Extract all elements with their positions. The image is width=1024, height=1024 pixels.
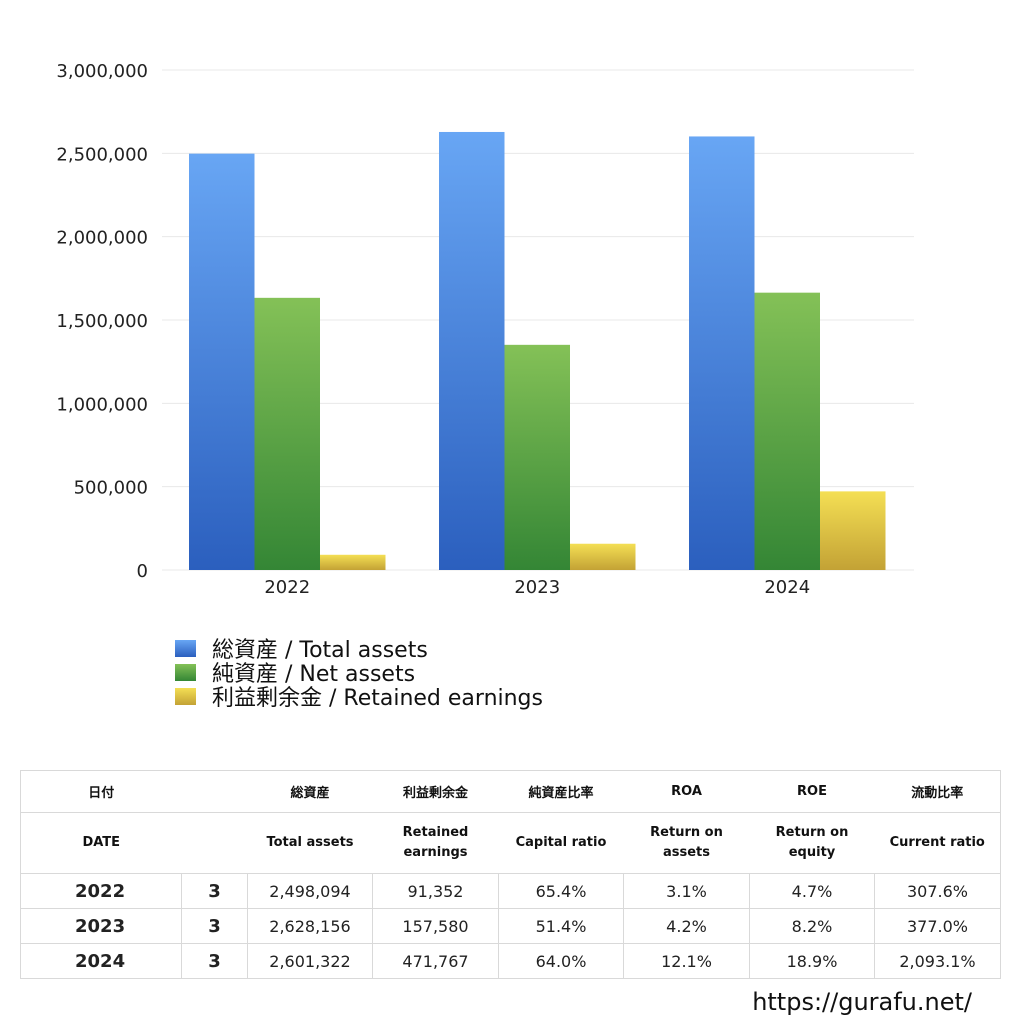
header-capital-ratio-jp: 純資産比率 <box>498 770 624 813</box>
y-tick-label: 3,000,000 <box>56 61 148 82</box>
cell-month: 3 <box>181 943 248 979</box>
site-url: https://gurafu.net/ <box>752 988 972 1016</box>
header-roa-en: Return on assets <box>623 812 750 874</box>
bar-net-assets <box>504 344 570 570</box>
cell-current-ratio: 307.6% <box>874 873 1001 909</box>
legend-item-net-assets: 純資産 / Net assets <box>175 660 543 687</box>
x-tick-label: 2023 <box>514 577 560 598</box>
bar-retained-earnings <box>320 554 386 570</box>
header-total-assets-jp: 総資産 <box>247 770 373 813</box>
x-axis-tick-labels: 2022 2023 2024 <box>264 577 810 598</box>
cell-month: 3 <box>181 873 248 909</box>
header-roe-jp: ROE <box>749 770 875 813</box>
y-tick-label: 1,000,000 <box>56 394 148 415</box>
cell-retained-earnings: 471,767 <box>372 943 499 979</box>
header-current-ratio-en: Current ratio <box>874 812 1001 874</box>
bar-retained-earnings <box>570 543 636 570</box>
cell-roe: 8.2% <box>749 908 875 944</box>
cell-roa: 12.1% <box>623 943 750 979</box>
cell-total-assets: 2,498,094 <box>247 873 373 909</box>
y-axis-tick-labels: 0 500,000 1,000,000 1,500,000 2,000,000 2,500… <box>56 61 148 582</box>
bars <box>189 131 886 570</box>
bar-total-assets <box>689 136 755 570</box>
bar-chart: 0 500,000 1,000,000 1,500,000 2,000,000 2,500… <box>56 61 914 598</box>
table-row: 2022 3 2,498,094 91,352 65.4% 3.1% 4.7% … <box>20 873 1001 909</box>
y-tick-label: 500,000 <box>74 478 148 499</box>
legend: 総資産 / Total assets 純資産 / Net assets 利益剰余… <box>175 636 543 711</box>
cell-roe: 18.9% <box>749 943 875 979</box>
cell-year: 2022 <box>20 873 182 909</box>
header-date-jp: 日付 <box>20 770 182 813</box>
legend-item-total-assets: 総資産 / Total assets <box>175 636 543 663</box>
cell-roa: 3.1% <box>623 873 750 909</box>
header-retained-earnings-en: Retained earnings <box>372 812 499 874</box>
table-header-row-en: DATE Total assets Retained earnings Capi… <box>20 812 1001 874</box>
legend-label-retained-earnings: 利益剰余金 / Retained earnings <box>212 686 543 711</box>
y-tick-label: 0 <box>137 561 148 582</box>
header-capital-ratio-en: Capital ratio <box>498 812 624 874</box>
cell-roa: 4.2% <box>623 908 750 944</box>
bar-total-assets <box>189 153 255 570</box>
legend-label-net-assets: 純資産 / Net assets <box>212 662 416 687</box>
legend-label-total-assets: 総資産 / Total assets <box>212 638 428 663</box>
bar-net-assets <box>254 297 320 570</box>
cell-total-assets: 2,601,322 <box>247 943 373 979</box>
x-tick-label: 2022 <box>264 577 310 598</box>
header-month-jp <box>181 770 248 813</box>
cell-capital-ratio: 51.4% <box>498 908 624 944</box>
cell-retained-earnings: 157,580 <box>372 908 499 944</box>
header-retained-earnings-jp: 利益剰余金 <box>372 770 499 813</box>
legend-swatch-retained-earnings <box>175 687 196 705</box>
legend-item-retained-earnings: 利益剰余金 / Retained earnings <box>175 684 543 711</box>
bar-retained-earnings <box>820 491 886 570</box>
cell-current-ratio: 2,093.1% <box>874 943 1001 979</box>
bar-net-assets <box>754 292 820 570</box>
legend-swatch-net-assets <box>175 663 196 681</box>
header-current-ratio-jp: 流動比率 <box>874 770 1001 813</box>
financial-table: 日付 総資産 利益剰余金 純資産比率 ROA ROE 流動比率 DATE Tot… <box>20 770 1001 979</box>
y-tick-label: 2,000,000 <box>56 228 148 249</box>
x-tick-label: 2024 <box>764 577 810 598</box>
y-tick-label: 1,500,000 <box>56 311 148 332</box>
table-header-row-jp: 日付 総資産 利益剰余金 純資産比率 ROA ROE 流動比率 <box>20 770 1001 813</box>
table-row: 2024 3 2,601,322 471,767 64.0% 12.1% 18.… <box>20 943 1001 979</box>
header-date-en: DATE <box>20 812 182 874</box>
header-roa-jp: ROA <box>623 770 750 813</box>
cell-year: 2023 <box>20 908 182 944</box>
cell-month: 3 <box>181 908 248 944</box>
cell-total-assets: 2,628,156 <box>247 908 373 944</box>
cell-year: 2024 <box>20 943 182 979</box>
y-tick-label: 2,500,000 <box>56 144 148 165</box>
header-month-en <box>181 812 248 874</box>
cell-retained-earnings: 91,352 <box>372 873 499 909</box>
cell-roe: 4.7% <box>749 873 875 909</box>
cell-capital-ratio: 64.0% <box>498 943 624 979</box>
bar-total-assets <box>439 131 505 570</box>
cell-current-ratio: 377.0% <box>874 908 1001 944</box>
table-row: 2023 3 2,628,156 157,580 51.4% 4.2% 8.2%… <box>20 908 1001 944</box>
header-total-assets-en: Total assets <box>247 812 373 874</box>
cell-capital-ratio: 65.4% <box>498 873 624 909</box>
legend-swatch-total-assets <box>175 639 196 657</box>
header-roe-en: Return on equity <box>749 812 875 874</box>
